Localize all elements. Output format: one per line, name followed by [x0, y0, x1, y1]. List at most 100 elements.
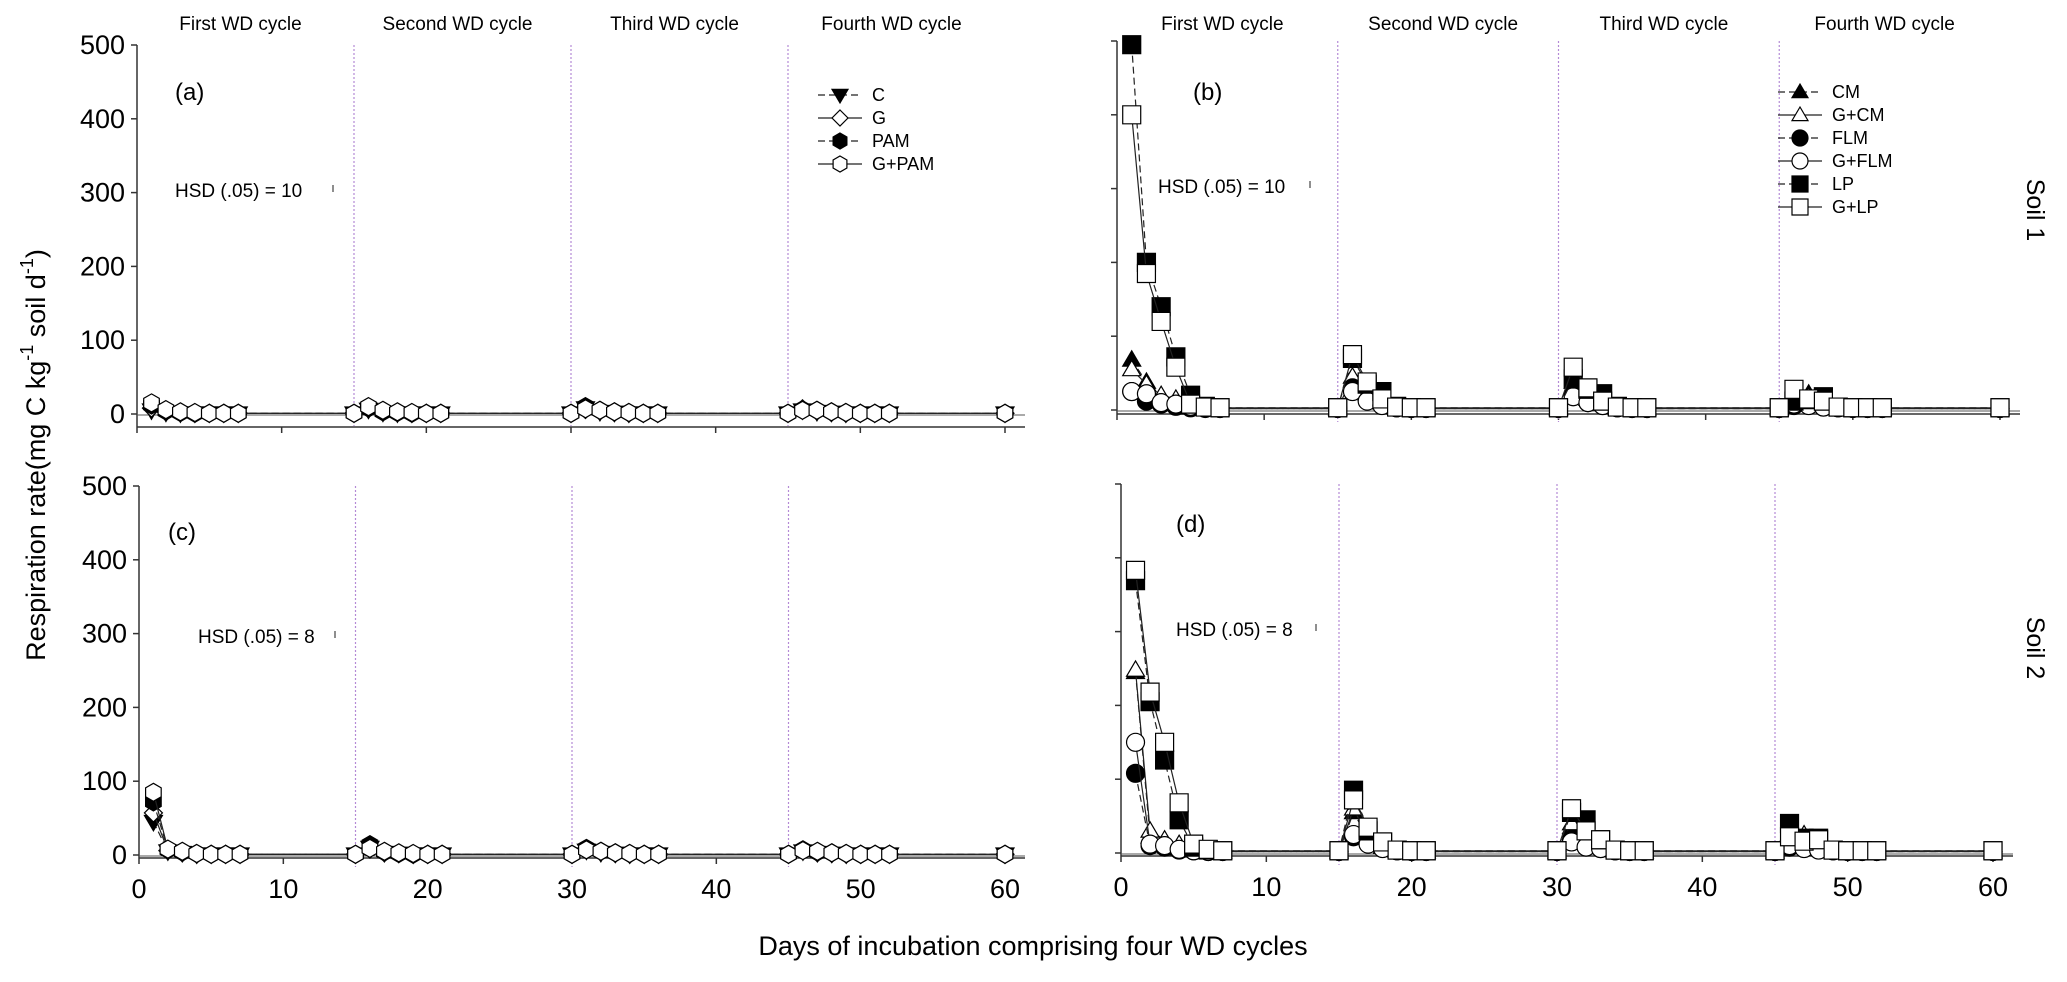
data-point-G+PAM	[779, 403, 797, 423]
panel-b-legend: CM G+CM FLM G+FLM LP G+LP	[1778, 82, 1893, 217]
legend-label: G+LP	[1832, 197, 1879, 217]
data-point-G+PAM	[360, 396, 377, 417]
legend-marker-G+PAM	[832, 155, 848, 173]
data-point-G+PAM	[215, 403, 233, 423]
data-point-LP	[1122, 35, 1142, 55]
panel-a-y-tick-label: 0	[110, 399, 125, 429]
data-point-G+PAM	[823, 402, 840, 422]
panel-a-y-tick-label: 300	[80, 178, 125, 208]
data-point-G+PAM	[374, 400, 392, 420]
panel-d-series-G+LP	[1125, 560, 2003, 861]
data-point-G+PAM	[417, 403, 435, 423]
data-point-G+LP	[1634, 841, 1654, 861]
data-point-G+LP	[1122, 105, 1142, 125]
data-point-G+LP	[1637, 398, 1657, 418]
data-point-G+PAM	[231, 844, 249, 864]
panel-b-hsd-label: HSD (.05) = 10	[1158, 177, 1285, 198]
legend-marker-G+LP	[1791, 198, 1809, 216]
data-point-G+CM	[1121, 359, 1142, 377]
panel-d-hsd-label: HSD (.05) = 8	[1176, 620, 1293, 641]
panel-d-label: (d)	[1176, 511, 1205, 538]
series-line-G+CM	[1134, 669, 1993, 853]
panel-a-y-tick-label: 200	[80, 251, 125, 281]
panel-d-x-tick-label: 30	[1542, 872, 1572, 902]
panel-c-label: (c)	[168, 519, 196, 546]
data-point-G+PAM	[823, 843, 841, 863]
data-point-G+PAM	[143, 393, 160, 413]
data-point-G+LP	[1872, 398, 1892, 418]
data-point-G+LP	[1151, 311, 1171, 332]
legend-marker-G+CM	[1790, 105, 1810, 122]
data-point-G+PAM	[403, 402, 421, 423]
panel-b-label: (b)	[1193, 79, 1222, 106]
data-point-G+LP	[1983, 841, 2003, 861]
legend-label: G+PAM	[872, 154, 934, 174]
data-point-G+PAM	[188, 843, 206, 864]
legend-marker-CM	[1790, 82, 1810, 99]
data-point-G+LP	[1155, 732, 1175, 752]
panel-b-series-group	[1121, 35, 2011, 419]
panel-b-cycle-label: Second WD cycle	[1368, 14, 1518, 35]
data-point-G+PAM	[390, 843, 408, 863]
panel-a-y-tick-label: 500	[80, 30, 125, 60]
data-point-G+PAM	[592, 841, 610, 861]
panel-c-x-tick-label: 20	[413, 874, 443, 904]
data-point-G+PAM	[866, 403, 884, 423]
data-point-G+PAM	[591, 400, 609, 420]
data-point-G+LP	[1166, 357, 1186, 377]
panel-c-x-tick-label: 60	[990, 874, 1020, 904]
panel-b-series-G+LP	[1122, 105, 2010, 418]
data-point-G+PAM	[794, 840, 812, 861]
data-point-G+PAM	[347, 844, 364, 864]
data-point-G+LP	[1990, 398, 2010, 418]
panel-c-x-tick-label: 10	[268, 874, 298, 904]
data-point-G+PAM	[635, 844, 653, 864]
data-point-G+LP	[1416, 398, 1436, 418]
data-point-G+PAM	[173, 841, 191, 861]
data-point-FLM	[1125, 763, 1146, 783]
soil-2-label: Soil 2	[2021, 617, 2049, 680]
panel-d-x-tick-label: 20	[1397, 872, 1427, 902]
data-point-G+PAM	[578, 840, 595, 860]
soil-1-label: Soil 1	[2021, 179, 2049, 242]
panel-c: 0 100 200 300 400 500 0 10 20 30 40 50 60 (c) HSD (.05…	[82, 471, 1025, 904]
legend-label: PAM	[872, 131, 910, 151]
data-point-G+PAM	[433, 844, 451, 864]
data-point-G+PAM	[649, 403, 667, 423]
data-point-G+PAM	[851, 403, 869, 423]
data-point-G+PAM	[996, 403, 1014, 423]
legend-label: G	[872, 108, 886, 128]
data-point-G+LP	[1867, 841, 1887, 861]
data-point-G+LP	[1563, 357, 1583, 377]
panel-b-cycle-label: Fourth WD cycle	[1814, 14, 1954, 35]
data-point-G+PAM	[866, 844, 884, 864]
data-point-G+LP	[1561, 799, 1582, 819]
legend-marker-LP	[1791, 175, 1809, 193]
data-point-G+PAM	[650, 844, 667, 864]
data-point-G+PAM	[229, 403, 247, 423]
data-point-G+PAM	[794, 400, 811, 420]
data-point-G+LP	[1794, 831, 1814, 851]
panel-c-y-tick-label: 300	[82, 619, 127, 649]
panel-b-cycle-label: First WD cycle	[1161, 14, 1283, 35]
data-point-G+LP	[1136, 263, 1157, 284]
data-point-G+PAM	[837, 843, 855, 864]
panel-a-cycle-label: Fourth WD cycle	[821, 14, 961, 35]
data-point-G+LP	[1357, 372, 1377, 392]
data-point-G+PAM	[996, 844, 1014, 864]
panel-c-y-tick-label: 400	[82, 545, 127, 575]
data-point-G+PAM	[837, 402, 855, 423]
legend-marker-PAM	[832, 132, 848, 150]
data-point-G+PAM	[880, 403, 898, 423]
panel-a-series-G+PAM	[143, 393, 1014, 423]
data-point-G+PAM	[606, 402, 623, 422]
data-point-G+LP	[1210, 398, 1230, 418]
data-point-G+PAM	[606, 843, 624, 863]
panel-c-x-tick-label: 30	[557, 874, 587, 904]
panel-c-series-group	[143, 782, 1016, 865]
panel-c-x-tick-label: 40	[701, 874, 731, 904]
legend-label: CM	[1832, 82, 1860, 102]
panel-a-label: (a)	[175, 79, 204, 106]
legend-label: LP	[1832, 174, 1854, 194]
